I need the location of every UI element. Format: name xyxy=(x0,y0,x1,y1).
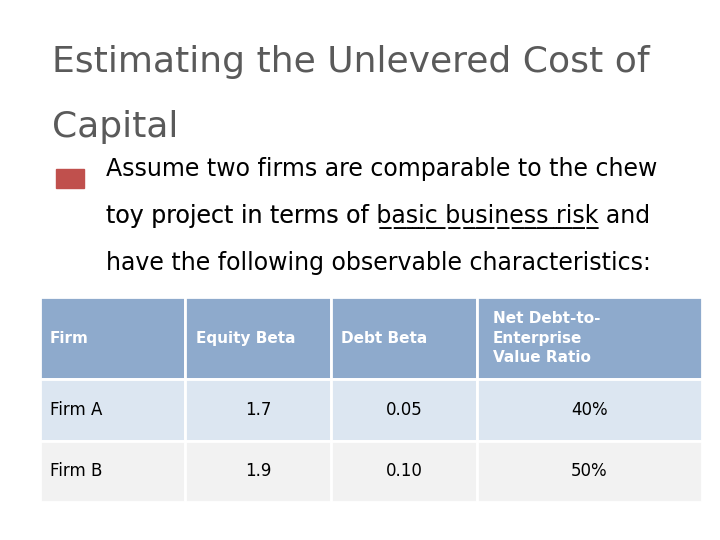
Text: Firm B: Firm B xyxy=(50,462,102,481)
Bar xyxy=(40,297,185,379)
Text: Debt Beta: Debt Beta xyxy=(341,330,428,346)
Text: 1.7: 1.7 xyxy=(245,401,271,419)
Text: toy project in terms of b̲a̲s̲i̲c̲ ̲b̲u̲s̲i̲n̲e̲s̲s̲ ̲r̲i̲s̲k̲ and: toy project in terms of b̲a̲s̲i̲c̲ ̲b̲u̲… xyxy=(106,204,649,229)
Bar xyxy=(477,379,702,441)
Text: 0.10: 0.10 xyxy=(385,462,423,481)
Text: Firm: Firm xyxy=(50,330,89,346)
Text: 40%: 40% xyxy=(571,401,608,419)
Text: toy project in terms of: toy project in terms of xyxy=(106,204,376,228)
Text: 0.05: 0.05 xyxy=(385,401,423,419)
Text: Firm A: Firm A xyxy=(50,401,102,419)
Bar xyxy=(331,441,477,502)
Bar xyxy=(477,297,702,379)
Bar xyxy=(40,379,185,441)
Text: Net Debt-to-
Enterprise
Value Ratio: Net Debt-to- Enterprise Value Ratio xyxy=(492,312,600,364)
Text: 1.9: 1.9 xyxy=(245,462,271,481)
Bar xyxy=(331,379,477,441)
Text: toy project in terms of basic business risk: toy project in terms of basic business r… xyxy=(106,204,598,228)
Bar xyxy=(477,441,702,502)
Text: Assume two firms are comparable to the chew: Assume two firms are comparable to the c… xyxy=(106,157,657,181)
Text: Estimating the Unlevered Cost of: Estimating the Unlevered Cost of xyxy=(52,45,649,79)
Bar xyxy=(185,441,331,502)
Bar xyxy=(56,170,84,188)
Bar xyxy=(185,297,331,379)
Text: have the following observable characteristics:: have the following observable characteri… xyxy=(106,251,650,275)
Bar xyxy=(331,297,477,379)
Bar xyxy=(185,379,331,441)
Text: Equity Beta: Equity Beta xyxy=(196,330,295,346)
Bar xyxy=(40,441,185,502)
Text: 50%: 50% xyxy=(571,462,608,481)
Text: Capital: Capital xyxy=(52,110,178,144)
